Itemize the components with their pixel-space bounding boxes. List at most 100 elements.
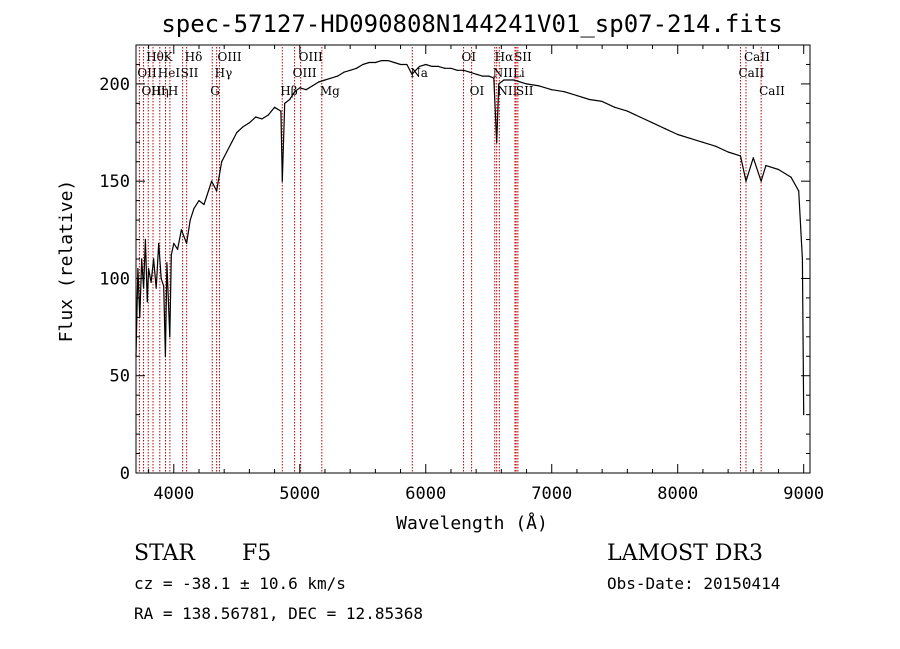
y-tick-label-0: 0 [120,464,130,484]
data-point-0-49 [330,77,332,79]
data-point-0-42 [289,98,291,101]
y-tick-label-200: 200 [99,75,130,95]
data-point-0-43 [294,91,296,93]
data-point-0-19 [176,248,179,250]
data-point-0-57 [381,59,383,62]
x-tick-label-5000: 5000 [279,484,320,504]
data-point-0-53 [355,67,358,69]
data-point-0-69 [456,69,458,71]
y-tick-label-100: 100 [99,269,130,289]
line-marker-label-3: K [163,50,173,64]
line-marker-label-1: OII [137,66,157,80]
data-point-0-52 [349,69,351,71]
line-marker-label-23: Li [513,66,525,80]
data-point-0-62 [411,73,413,75]
line-marker-label-24: SII [516,84,534,98]
data-point-0-18 [173,242,175,245]
line-marker-label-27: CaII [759,84,785,98]
data-point-0-48 [324,79,326,81]
data-point-0-77 [498,83,500,85]
data-point-0-13 [163,285,165,287]
data-point-0-25 [203,203,205,206]
line-marker-label-6: Hδ [185,50,203,64]
data-point-0-65 [431,65,433,67]
object-class: STAR [134,541,196,566]
line-marker-label-18: OI [470,84,485,98]
x-tick-label-4000: 4000 [153,484,194,504]
data-point-0-56 [374,61,376,64]
data-point-0-3 [141,258,143,260]
data-point-0-38 [273,106,276,108]
data-point-0-31 [231,141,233,143]
data-point-0-82 [551,89,553,91]
data-point-0-47 [318,81,320,83]
data-point-0-55 [368,61,370,64]
data-point-0-87 [614,106,616,108]
line-marker-label-12: OIII [299,50,323,64]
data-point-0-71 [469,71,471,73]
data-point-0-73 [481,75,484,77]
data-point-0-70 [462,69,465,71]
y-tick-label-150: 150 [99,172,130,192]
data-point-0-94 [702,141,704,143]
data-point-0-60 [399,63,402,66]
data-point-0-30 [226,151,228,153]
data-point-0-20 [180,229,182,231]
data-point-0-1 [137,268,139,270]
data-point-0-97 [739,155,742,157]
data-point-0-86 [601,100,603,103]
data-point-0-22 [189,219,191,221]
data-point-0-105 [801,258,804,260]
x-tick-label-7000: 7000 [531,484,572,504]
data-point-0-36 [261,118,263,120]
line-marker-label-22: NII [497,84,517,98]
data-point-0-12 [160,277,162,280]
data-point-0-85 [588,98,591,101]
data-point-0-63 [418,65,421,67]
data-point-0-64 [425,63,427,66]
data-point-0-96 [727,151,729,153]
ra-dec: RA = 138.56781, DEC = 12.85368 [134,604,423,623]
series-line-0 [135,59,805,415]
data-point-0-4 [142,287,145,289]
data-point-0-98 [745,180,747,182]
data-point-0-15 [166,262,168,264]
data-point-0-88 [626,110,628,112]
data-point-0-33 [242,126,244,128]
data-point-0-9 [153,258,155,260]
data-point-0-68 [450,67,452,69]
y-tick-label-50: 50 [110,367,130,387]
data-point-0-51 [343,71,345,73]
line-marker-label-10: Hγ [215,66,233,80]
data-point-0-46 [311,85,313,87]
data-point-0-8 [150,281,152,283]
data-point-0-6 [146,301,148,303]
data-point-0-27 [210,180,213,182]
line-marker-label-4: HeI [158,66,181,80]
data-point-0-84 [576,94,578,97]
data-point-0-72 [475,73,477,75]
data-point-0-91 [664,128,666,130]
data-point-0-40 [281,180,283,182]
data-point-0-101 [765,165,767,167]
line-marker-label-20: NII [493,66,513,80]
x-axis-label: Wavelength (Å) [396,512,548,534]
data-point-0-10 [155,287,157,289]
data-point-0-45 [305,89,307,91]
data-point-0-76 [496,141,498,143]
data-point-0-28 [216,190,218,192]
data-point-0-90 [651,122,654,124]
data-point-0-29 [221,161,223,163]
chart-title: spec-57127-HD090808N144241V01_sp07-214.f… [161,10,782,38]
line-marker-label-25: CaII [744,50,770,64]
x-tick-label-8000: 8000 [657,484,698,504]
line-marker-label-13: OIII [293,66,317,80]
y-axis-label: Flux (relative) [56,180,77,343]
data-point-0-59 [393,61,395,64]
redshift-cz: cz = -38.1 ± 10.6 km/s [134,574,346,593]
data-point-0-61 [406,63,408,66]
data-point-0-92 [677,133,679,136]
line-marker-label-5: Hη [151,84,169,98]
